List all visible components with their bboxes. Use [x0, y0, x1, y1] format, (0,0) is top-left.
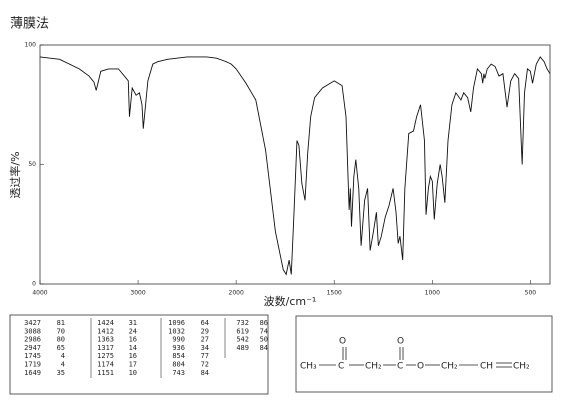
atom: C: [397, 362, 403, 372]
x-tick-label: 4000: [32, 290, 47, 297]
atom: O: [339, 337, 346, 347]
peak-wavenumber: 1424: [97, 319, 114, 327]
peak-transmittance: 86: [260, 319, 268, 327]
y-tick-label: 0: [32, 281, 36, 288]
x-tick-label: 1500: [327, 290, 342, 297]
peak-transmittance: 84: [260, 344, 268, 352]
peak-transmittance: 16: [129, 352, 137, 360]
structure-bonds: [319, 347, 512, 368]
peak-wavenumber: 804: [172, 361, 185, 369]
peak-transmittance: 64: [201, 319, 209, 327]
peak-transmittance: 72: [201, 361, 209, 369]
peak-wavenumber: 990: [172, 336, 185, 344]
peak-transmittance: 4: [61, 352, 65, 360]
atom: CH₂: [365, 362, 382, 372]
atom: O: [397, 337, 404, 347]
atom: O: [417, 362, 424, 372]
peak-wavenumber: 1096: [168, 319, 185, 327]
peak-transmittance: 4: [61, 361, 65, 369]
peak-transmittance: 74: [260, 327, 268, 335]
peak-transmittance: 77: [201, 352, 209, 360]
atom: CH₂: [513, 362, 530, 372]
peak-wavenumber: 619: [236, 327, 249, 335]
peak-wavenumber: 3088: [24, 327, 41, 335]
peak-wavenumber: 1412: [97, 327, 114, 335]
peak-wavenumber: 2986: [24, 336, 41, 344]
peak-transmittance: 31: [129, 319, 137, 327]
peak-wavenumber: 542: [236, 336, 249, 344]
atom: CH₃: [300, 362, 317, 372]
peak-wavenumber: 1719: [24, 361, 41, 369]
peak-table-frame: [9, 314, 269, 395]
y-tick-label: 50: [28, 161, 36, 168]
peak-transmittance: 35: [57, 369, 65, 377]
y-axis-label: 透过率/%: [8, 151, 22, 198]
y-tick-label: 100: [25, 42, 37, 49]
peak-transmittance: 14: [129, 344, 137, 352]
peak-transmittance: 17: [129, 361, 137, 369]
table-dividers: [90, 318, 226, 378]
peak-wavenumber: 3427: [24, 319, 41, 327]
peak-wavenumber: 489: [236, 344, 249, 352]
peak-transmittance: 10: [129, 369, 137, 377]
x-axis-label: 波数/cm⁻¹: [264, 295, 317, 308]
peak-wavenumber: 1363: [97, 336, 114, 344]
peak-wavenumber: 1649: [24, 369, 41, 377]
structure-atoms: CH₃ C O CH₂ C O O CH₂ CH CH₂: [300, 337, 530, 372]
peak-transmittance: 81: [57, 319, 65, 327]
peak-wavenumber: 1151: [97, 369, 114, 377]
x-tick-label: 1000: [425, 290, 440, 297]
peak-wavenumber: 732: [236, 319, 249, 327]
peak-wavenumber: 1032: [168, 327, 185, 335]
x-tick-label: 500: [525, 290, 537, 297]
peak-wavenumber: 1317: [97, 344, 114, 352]
atom: CH₂: [441, 362, 458, 372]
peak-transmittance: 84: [201, 369, 209, 377]
peak-transmittance: 70: [57, 327, 65, 335]
chart-title: 薄膜法: [10, 17, 49, 32]
peak-wavenumber: 1745: [24, 352, 41, 360]
peak-transmittance: 16: [129, 336, 137, 344]
peak-transmittance: 50: [260, 336, 268, 344]
peak-transmittance: 29: [201, 327, 209, 335]
peak-wavenumber: 854: [172, 352, 185, 360]
peak-transmittance: 24: [129, 327, 137, 335]
peak-wavenumber: 743: [172, 369, 185, 377]
peak-transmittance: 34: [201, 344, 209, 352]
spectrum-line: [39, 56, 551, 276]
peak-transmittance: 27: [201, 336, 209, 344]
x-tick-label: 3000: [130, 290, 145, 297]
peak-wavenumber: 936: [172, 344, 185, 352]
peak-wavenumber: 2947: [24, 344, 41, 352]
atom: C: [338, 362, 344, 372]
structure-frame: [295, 315, 553, 393]
peak-wavenumber: 1174: [97, 361, 114, 369]
x-tick-label: 2000: [229, 290, 244, 297]
peak-wavenumber: 1275: [97, 352, 114, 360]
peak-transmittance: 80: [57, 336, 65, 344]
atom: CH: [480, 362, 493, 372]
peak-transmittance: 65: [57, 344, 65, 352]
plot-frame: [39, 44, 551, 285]
